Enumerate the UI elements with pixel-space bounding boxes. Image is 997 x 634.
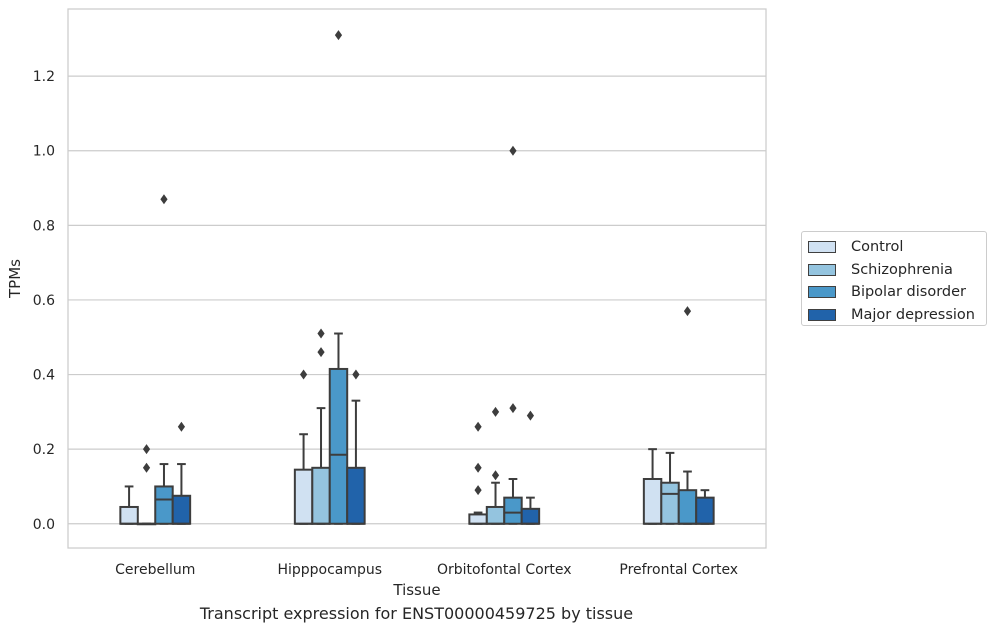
legend-swatch-bipolar-disorder (808, 286, 836, 299)
x-tick-label-hipppocampus: Hipppocampus (277, 562, 382, 578)
box-cerebellum-major-depression (171, 421, 192, 525)
x-axis-title: Tissue (392, 581, 440, 599)
outlier-point (474, 421, 482, 432)
legend-swatch-schizophrenia (808, 263, 836, 276)
legend: Control Schizophrenia Bipolar disorder M… (801, 231, 987, 326)
box-body (154, 485, 174, 525)
box-cerebellum-control (119, 485, 139, 525)
box-prefrontal-cortex-major-depression (695, 489, 715, 525)
box-orbitofontal-cortex-schizophrenia (485, 406, 506, 525)
y-tick-label: 0.0 (33, 517, 55, 533)
box-orbitofontal-cortex-control (468, 421, 488, 525)
grid-lines (68, 75, 766, 525)
x-tick-labels: Cerebellum Hipppocampus Orbitofontal Corte… (115, 562, 738, 578)
box-body (642, 477, 663, 525)
y-tick-label: 1.2 (33, 69, 55, 85)
x-tick-label-orbitofontal-cortex: Orbitofontal Cortex (437, 562, 572, 578)
box-body (677, 489, 698, 525)
box-hipppocampus-schizophrenia (311, 328, 331, 525)
legend-label-control: Control (851, 239, 904, 256)
outlier-point (509, 145, 517, 156)
y-tick-label: 1.0 (33, 144, 55, 160)
outlier-point (317, 328, 325, 339)
outlier-point (491, 470, 500, 481)
box-body (485, 505, 506, 525)
outlier-point (509, 403, 517, 414)
box-cerebellum-schizophrenia (136, 444, 157, 526)
outlier-point (526, 410, 535, 421)
y-tick-label: 0.2 (33, 442, 55, 458)
box-body (293, 468, 314, 525)
box-body (695, 496, 715, 525)
box-prefrontal-cortex-schizophrenia (660, 451, 680, 525)
outlier-point (160, 194, 168, 205)
legend-item-major-depression: Major depression (808, 304, 986, 327)
outlier-point (177, 421, 186, 432)
box-orbitofontal-cortex-bipolar-disorder (503, 145, 523, 525)
outlier-point (352, 369, 360, 380)
box-prefrontal-cortex-bipolar-disorder (677, 306, 698, 525)
outlier-point (491, 406, 500, 417)
legend-label-major-depression: Major depression (851, 306, 975, 323)
box-body (119, 505, 139, 525)
x-tick-label-prefrontal-cortex: Prefrontal Cortex (619, 562, 738, 578)
outlier-point (683, 306, 692, 317)
box-cerebellum-bipolar-disorder (154, 194, 174, 525)
box-orbitofontal-cortex-major-depression (520, 410, 541, 525)
legend-swatch-major-depression (808, 308, 836, 321)
y-tick-label: 0.8 (33, 218, 55, 234)
y-axis-title: TPMs (6, 259, 24, 299)
box-body (346, 466, 366, 525)
outlier-point (474, 462, 482, 473)
legend-item-schizophrenia: Schizophrenia (808, 259, 986, 282)
box-body (503, 496, 523, 525)
y-tick-label: 0.4 (33, 368, 55, 384)
plot-frame (67, 8, 767, 549)
box-body (328, 367, 349, 525)
box-prefrontal-cortex-control (642, 448, 663, 525)
box-body (660, 481, 680, 525)
legend-item-control: Control (808, 236, 986, 259)
y-tick-labels: 0.0 0.2 0.4 0.6 0.8 1.0 1.2 (33, 69, 55, 533)
box-body (468, 513, 488, 525)
legend-label-bipolar-disorder: Bipolar disorder (851, 284, 966, 301)
legend-item-bipolar-disorder: Bipolar disorder (808, 281, 986, 304)
box-body (171, 494, 192, 525)
outlier-point (142, 444, 151, 455)
legend-swatch-control (808, 241, 836, 254)
box-hipppocampus-control (293, 369, 314, 525)
y-tick-label: 0.6 (33, 293, 55, 309)
box-hipppocampus-bipolar-disorder (328, 30, 349, 525)
outlier-point (299, 369, 308, 380)
outlier-point (142, 462, 151, 473)
outlier-point (317, 347, 325, 358)
box-hipppocampus-major-depression (346, 369, 366, 525)
outlier-point (334, 30, 343, 41)
box-body (520, 507, 541, 525)
box-body (311, 466, 331, 525)
x-tick-label-cerebellum: Cerebellum (115, 562, 195, 578)
figure-caption: Transcript expression for ENST0000045972… (199, 604, 634, 623)
legend-label-schizophrenia: Schizophrenia (851, 261, 953, 278)
outlier-point (474, 485, 482, 496)
box-groups (119, 30, 715, 526)
